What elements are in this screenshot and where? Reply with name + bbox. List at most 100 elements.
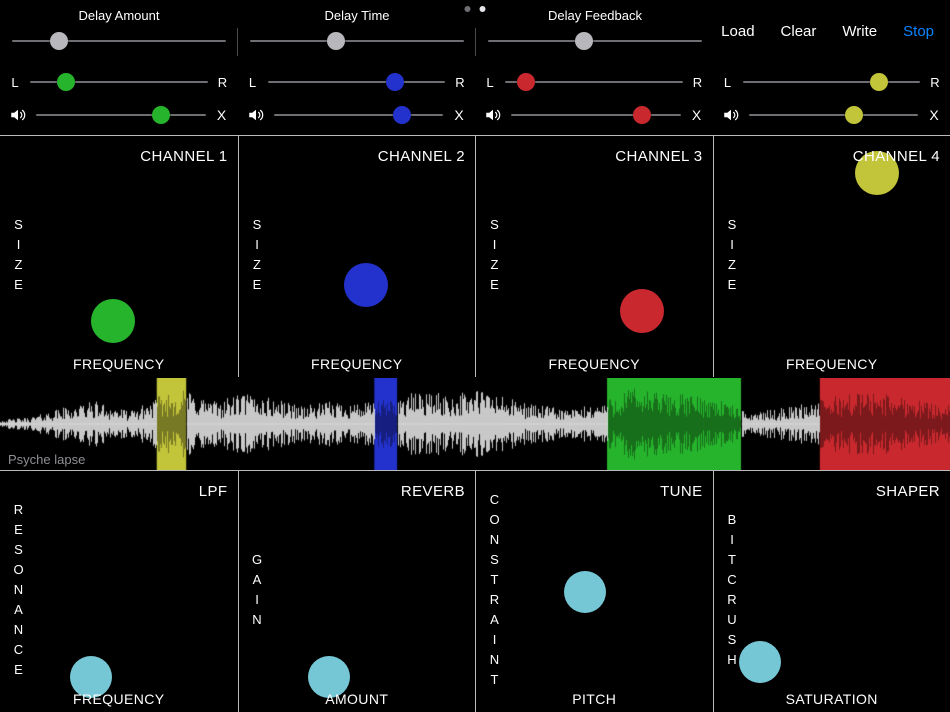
channel-2-pan-line: L R — [247, 69, 467, 95]
pan-right-label: R — [217, 74, 228, 90]
speaker-icon[interactable] — [247, 106, 265, 124]
channel-mixer: L R X L — [0, 62, 950, 135]
delay-amount-slider[interactable] — [12, 29, 226, 53]
channel-3-volume-slider[interactable] — [511, 103, 681, 127]
speaker-icon[interactable] — [722, 106, 740, 124]
channel-1-pan-knob[interactable] — [56, 73, 75, 91]
slider-track — [267, 81, 445, 83]
channel-1-pan-slider[interactable] — [30, 70, 208, 94]
channel-4-volume-slider[interactable] — [748, 103, 918, 127]
size-axis-label: SIZE — [724, 216, 740, 297]
channel-1-pan-line: L R — [9, 69, 229, 95]
tune-xy-pad[interactable]: TUNE CONSTRAINT PITCH — [475, 471, 713, 712]
slider-track — [30, 81, 208, 83]
channel-1-volume-line: X — [9, 102, 229, 128]
stop-button[interactable]: Stop — [903, 23, 934, 40]
slider-track — [273, 114, 443, 116]
channel-4-xy-pad[interactable]: CHANNEL 4 SIZE FREQUENCY — [712, 136, 950, 377]
channel-4-puck[interactable] — [854, 150, 899, 195]
delay-feedback-block: Delay Feedback — [476, 0, 714, 62]
channel-4-mute-button[interactable]: X — [929, 107, 939, 123]
slider-track — [250, 40, 464, 42]
pan-left-label: L — [723, 74, 732, 90]
slider-track — [12, 40, 226, 42]
channel-3-mute-button[interactable]: X — [691, 107, 702, 123]
gain-axis-label: GAIN — [249, 551, 265, 632]
channel-2-strip: L R X — [238, 62, 476, 135]
effect-pads: LPF RESONANCE FREQUENCY REVERB GAIN AMOU… — [0, 470, 950, 712]
page-dot-1[interactable] — [464, 6, 471, 12]
channel-1-strip: L R X — [0, 62, 238, 135]
lpf-xy-pad[interactable]: LPF RESONANCE FREQUENCY — [0, 471, 238, 712]
channel-2-mute-button[interactable]: X — [454, 107, 464, 123]
slider-track — [742, 81, 920, 83]
channel-1-volume-knob[interactable] — [152, 106, 171, 124]
channel-2-pan-knob[interactable] — [386, 73, 405, 91]
clear-button[interactable]: Clear — [780, 23, 817, 40]
lpf-puck[interactable] — [69, 656, 112, 699]
write-button[interactable]: Write — [842, 23, 878, 40]
shaper-puck[interactable] — [738, 641, 781, 684]
speaker-icon[interactable] — [9, 106, 27, 124]
channel-3-volume-knob[interactable] — [632, 106, 651, 124]
speaker-icon[interactable] — [484, 106, 502, 124]
pad-title: SHAPER — [875, 483, 940, 500]
delay-time-knob[interactable] — [326, 32, 345, 50]
pad-title: CHANNEL 3 — [615, 148, 703, 165]
reverb-xy-pad[interactable]: REVERB GAIN AMOUNT — [237, 471, 476, 712]
delay-feedback-slider[interactable] — [488, 29, 702, 53]
size-axis-label: SIZE — [487, 216, 502, 297]
tune-puck[interactable] — [564, 571, 607, 614]
frequency-axis-label: FREQUENCY — [548, 356, 640, 372]
channel-4-volume-knob[interactable] — [844, 106, 863, 124]
size-axis-label: SIZE — [11, 216, 26, 297]
delay-amount-label: Delay Amount — [78, 8, 160, 23]
channel-2-xy-pad[interactable]: CHANNEL 2 SIZE FREQUENCY — [237, 136, 476, 377]
channel-1-volume-slider[interactable] — [36, 103, 206, 127]
channel-3-pan-line: L R — [484, 69, 704, 95]
slider-track — [511, 114, 681, 116]
load-button[interactable]: Load — [721, 23, 755, 40]
channel-2-pan-slider[interactable] — [267, 70, 445, 94]
channel-3-xy-pad[interactable]: CHANNEL 3 SIZE FREQUENCY — [475, 136, 713, 377]
channel-3-pan-knob[interactable] — [517, 73, 536, 91]
pad-title: REVERB — [400, 483, 465, 500]
channel-4-pan-knob[interactable] — [870, 73, 889, 91]
channel-3-puck[interactable] — [619, 289, 664, 334]
constraint-axis-label: CONSTRAINT — [487, 491, 502, 692]
channel-3-strip: L R X — [475, 62, 713, 135]
pad-title: CHANNEL 2 — [377, 148, 465, 165]
channel-2-volume-slider[interactable] — [273, 103, 443, 127]
channel-1-xy-pad[interactable]: CHANNEL 1 SIZE FREQUENCY — [0, 136, 238, 377]
pan-right-label: R — [692, 74, 703, 90]
channel-3-volume-line: X — [484, 102, 704, 128]
channel-2-puck[interactable] — [344, 263, 389, 308]
top-bar: Delay Amount Delay Time Delay Feedback — [0, 0, 950, 135]
pad-title: TUNE — [660, 483, 703, 500]
channel-2-volume-knob[interactable] — [393, 106, 412, 124]
delay-time-label: Delay Time — [324, 8, 390, 23]
slider-track — [488, 40, 702, 42]
pan-left-label: L — [248, 74, 257, 90]
delay-controls: Delay Amount Delay Time Delay Feedback — [0, 0, 714, 62]
channel-4-strip: L R X — [713, 62, 950, 135]
delay-time-block: Delay Time — [238, 0, 476, 62]
page-dot-2[interactable] — [479, 6, 486, 12]
channel-1-mute-button[interactable]: X — [216, 107, 227, 123]
reverb-puck[interactable] — [307, 656, 350, 699]
pan-right-label: R — [930, 74, 940, 90]
channel-4-pan-slider[interactable] — [742, 70, 920, 94]
pad-title: LPF — [198, 483, 228, 500]
channel-3-pan-slider[interactable] — [505, 70, 683, 94]
shaper-xy-pad[interactable]: SHAPER BITCRUSH SATURATION — [712, 471, 950, 712]
slider-track — [36, 114, 206, 116]
waveform-canvas[interactable] — [0, 378, 950, 470]
pad-title: CHANNEL 4 — [852, 148, 940, 165]
delay-time-slider[interactable] — [250, 29, 464, 53]
channel-1-puck[interactable] — [90, 299, 135, 344]
delay-feedback-knob[interactable] — [575, 32, 594, 50]
delay-amount-knob[interactable] — [50, 32, 69, 50]
pad-title: CHANNEL 1 — [140, 148, 228, 165]
frequency-axis-label: FREQUENCY — [73, 691, 165, 707]
page-indicator[interactable] — [464, 6, 486, 12]
